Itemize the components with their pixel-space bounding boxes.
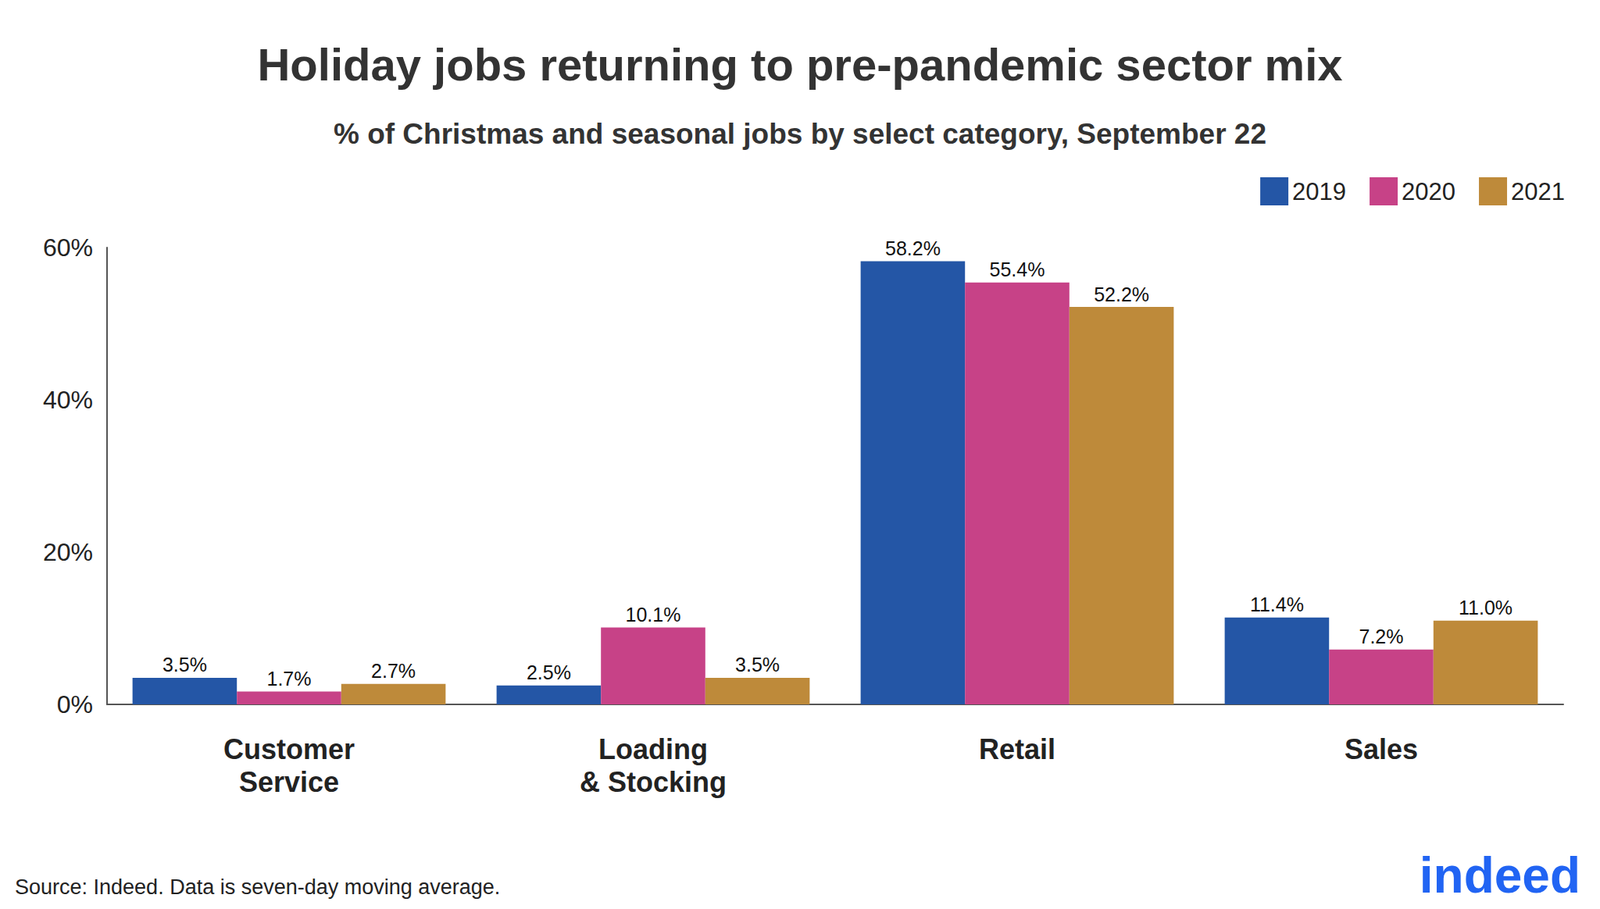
- svg-text:58.2%: 58.2%: [885, 237, 941, 260]
- svg-text:2020: 2020: [1401, 178, 1456, 206]
- svg-text:& Stocking: & Stocking: [579, 766, 727, 799]
- svg-text:Service: Service: [239, 766, 340, 799]
- svg-text:60%: 60%: [42, 233, 93, 262]
- svg-text:2.5%: 2.5%: [526, 661, 572, 684]
- svg-text:2.7%: 2.7%: [371, 660, 416, 683]
- svg-text:11.0%: 11.0%: [1458, 596, 1513, 619]
- svg-text:Customer: Customer: [223, 733, 355, 766]
- svg-text:2019: 2019: [1292, 178, 1347, 206]
- svg-text:1.7%: 1.7%: [267, 667, 312, 690]
- svg-text:Source: Indeed. Data is seven-: Source: Indeed. Data is seven-day moving…: [14, 875, 500, 900]
- svg-text:Holiday jobs returning to pre-: Holiday jobs returning to pre-pandemic s…: [257, 39, 1343, 90]
- svg-text:20%: 20%: [42, 538, 93, 567]
- svg-text:Sales: Sales: [1344, 733, 1418, 766]
- svg-text:3.5%: 3.5%: [162, 653, 208, 676]
- svg-text:Loading: Loading: [598, 733, 708, 766]
- svg-text:55.4%: 55.4%: [989, 258, 1046, 281]
- svg-text:Retail: Retail: [978, 733, 1056, 766]
- svg-text:3.5%: 3.5%: [735, 653, 780, 676]
- svg-text:% of Christmas and seasonal jo: % of Christmas and seasonal jobs by sele…: [333, 117, 1267, 150]
- svg-text:2021: 2021: [1510, 178, 1565, 206]
- svg-text:52.2%: 52.2%: [1093, 283, 1150, 306]
- svg-text:40%: 40%: [42, 385, 93, 415]
- svg-text:11.4%: 11.4%: [1250, 593, 1304, 616]
- svg-text:0%: 0%: [57, 690, 93, 719]
- svg-text:7.2%: 7.2%: [1359, 625, 1404, 648]
- svg-text:10.1%: 10.1%: [625, 603, 682, 626]
- svg-text:indeed: indeed: [1419, 847, 1581, 904]
